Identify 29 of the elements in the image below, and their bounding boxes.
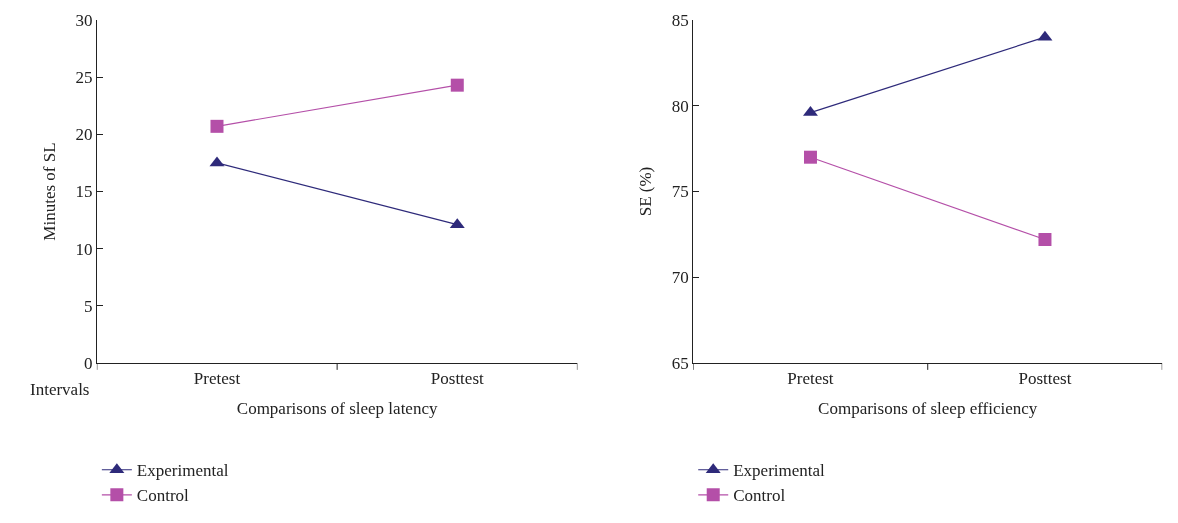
legend-label: Experimental (136, 461, 229, 481)
y-tick-label: 25 (75, 68, 93, 88)
x-axis-title: Comparisons of sleep latency (236, 398, 438, 418)
point (210, 119, 224, 133)
y-tick-label: 10 (75, 239, 93, 259)
y-tick-label: 65 (671, 353, 689, 373)
text: Intervals (30, 380, 90, 399)
x-tick-label: Posttest (430, 369, 484, 389)
legend-label: Experimental (733, 461, 826, 481)
legend-label: Control (733, 486, 786, 506)
y-tick-label: 15 (75, 182, 93, 202)
y-tick-label: 75 (671, 182, 689, 202)
y-tick-label: 0 (83, 353, 93, 373)
legend-label: Control (136, 486, 190, 506)
y-tick-label: 5 (83, 296, 93, 316)
x-tick-label: Pretest (193, 369, 241, 389)
point (450, 78, 464, 92)
y-tick-label: 85 (671, 10, 689, 30)
y-axis-title: SE (%) (636, 166, 656, 217)
y-tick-label: 80 (671, 96, 689, 116)
y-tick-label: 30 (75, 10, 93, 30)
point (1038, 233, 1052, 247)
y-tick-label: 20 (75, 125, 93, 145)
y-axis-title: Minutes of SL (40, 142, 59, 241)
x-tick-label: Pretest (787, 369, 834, 389)
point (803, 150, 817, 164)
y-tick-label: 70 (671, 268, 689, 288)
x-axis-title: Comparisons of sleep efficiency (818, 398, 1038, 418)
x-tick-label: Posttest (1018, 369, 1072, 389)
